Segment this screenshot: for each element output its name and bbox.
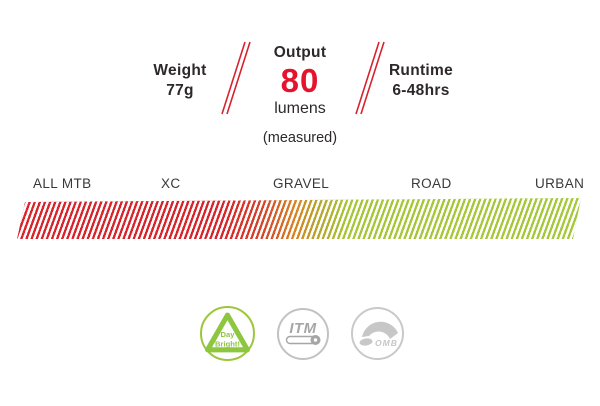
runtime-label: Runtime <box>388 62 454 79</box>
divider-slash-icon <box>355 41 385 115</box>
scale-label-gravel: GRAVEL <box>273 176 330 191</box>
divider-slash-icon <box>221 41 251 115</box>
thermometer-icon: ITM <box>285 320 321 345</box>
runtime-value: 6-48hrs <box>392 82 450 99</box>
output-stat: Output 80 lumens (measured) <box>240 43 360 146</box>
gauge-icon: OMB <box>359 321 398 348</box>
itm-text: ITM <box>289 320 316 337</box>
runtime-stat: Runtime 6-48hrs <box>358 61 484 101</box>
itm-badge: ITM <box>277 308 329 360</box>
day-bright-text-line1: Day <box>221 330 236 339</box>
omb-badge: OMB <box>351 307 404 360</box>
day-bright-badge: Day Bright! <box>200 306 255 361</box>
suitability-gradient-bar <box>17 198 581 239</box>
output-label: Output <box>273 44 327 61</box>
weight-label: Weight <box>153 62 207 79</box>
output-value: 80 <box>280 62 320 99</box>
warning-triangle-icon: Day Bright! <box>205 312 250 353</box>
output-note: (measured) <box>262 130 338 146</box>
weight-value: 77g <box>166 82 194 99</box>
scale-label-road: ROAD <box>411 176 452 191</box>
weight-stat: Weight 77g <box>120 61 240 101</box>
scale-label-all-mtb: ALL MTB <box>33 176 92 191</box>
omb-text: OMB <box>375 338 398 348</box>
day-bright-text-line2: Bright! <box>215 339 240 348</box>
scale-label-urban: URBAN <box>535 176 585 191</box>
output-unit: lumens <box>274 100 326 117</box>
scale-label-xc: XC <box>161 176 181 191</box>
